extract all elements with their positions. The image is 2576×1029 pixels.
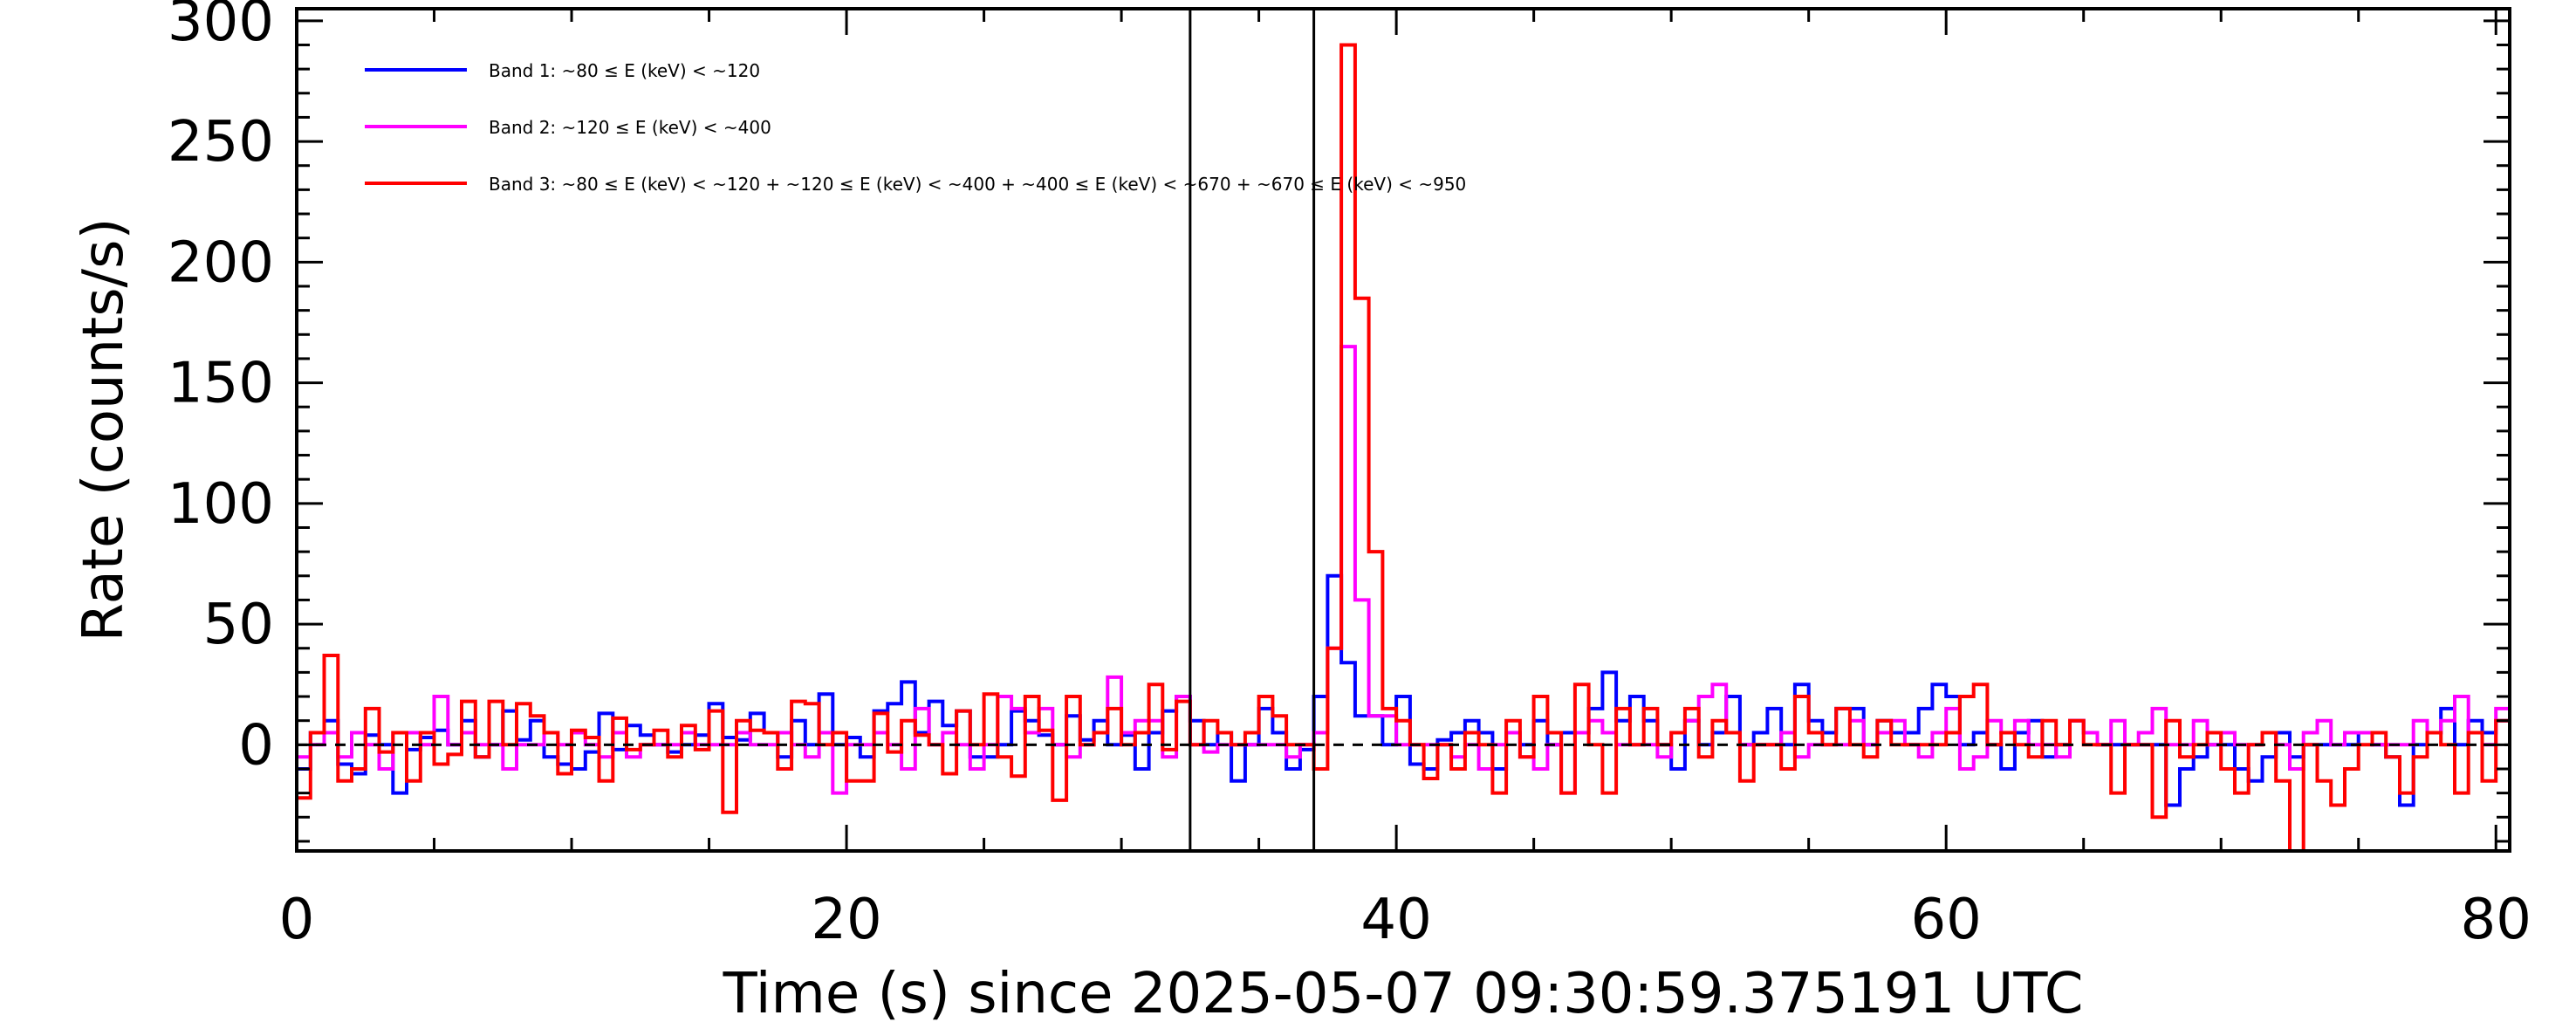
- legend-entry-band-2: Band 2: ~120 ≤ E (keV) < ~400: [365, 117, 771, 138]
- x-tick-label: 40: [1360, 888, 1431, 952]
- y-tick-label: 150: [168, 352, 274, 416]
- y-tick-label: 100: [168, 472, 274, 537]
- y-axis-title: Rate (counts/s): [72, 218, 136, 642]
- x-tick-labels: 0 20 40 60 80: [279, 888, 2531, 952]
- y-tick-label: 0: [238, 713, 274, 778]
- reference-lines: [297, 9, 2510, 851]
- y-tick-label: 300: [168, 0, 274, 54]
- legend-label-band-1: Band 1: ~80 ≤ E (keV) < ~120: [489, 60, 760, 81]
- y-tick-labels: 0 50 100 150 200 250 300: [168, 0, 274, 778]
- y-tick-label: 200: [168, 230, 274, 295]
- plot-frame: [295, 7, 2511, 853]
- series-layer: [297, 43, 2510, 851]
- x-tick-label: 0: [279, 888, 315, 952]
- x-tick-label: 20: [811, 888, 881, 952]
- legend: Band 1: ~80 ≤ E (keV) < ~120 Band 2: ~12…: [365, 60, 1466, 195]
- axis-ticks: [295, 9, 2510, 851]
- legend-label-band-3: Band 3: ~80 ≤ E (keV) < ~120 + ~120 ≤ E …: [489, 174, 1466, 195]
- x-tick-label: 80: [2461, 888, 2531, 952]
- series-band-3: [297, 43, 2510, 851]
- legend-entry-band-3: Band 3: ~80 ≤ E (keV) < ~120 + ~120 ≤ E …: [365, 174, 1466, 195]
- legend-label-band-2: Band 2: ~120 ≤ E (keV) < ~400: [489, 117, 771, 138]
- y-tick-label: 250: [168, 110, 274, 175]
- series-band-2: [297, 345, 2510, 795]
- x-tick-label: 60: [1910, 888, 1981, 952]
- x-axis-title: Time (s) since 2025-05-07 09:30:59.37519…: [723, 962, 2084, 1026]
- legend-entry-band-1: Band 1: ~80 ≤ E (keV) < ~120: [365, 60, 760, 81]
- y-tick-label: 50: [203, 593, 274, 657]
